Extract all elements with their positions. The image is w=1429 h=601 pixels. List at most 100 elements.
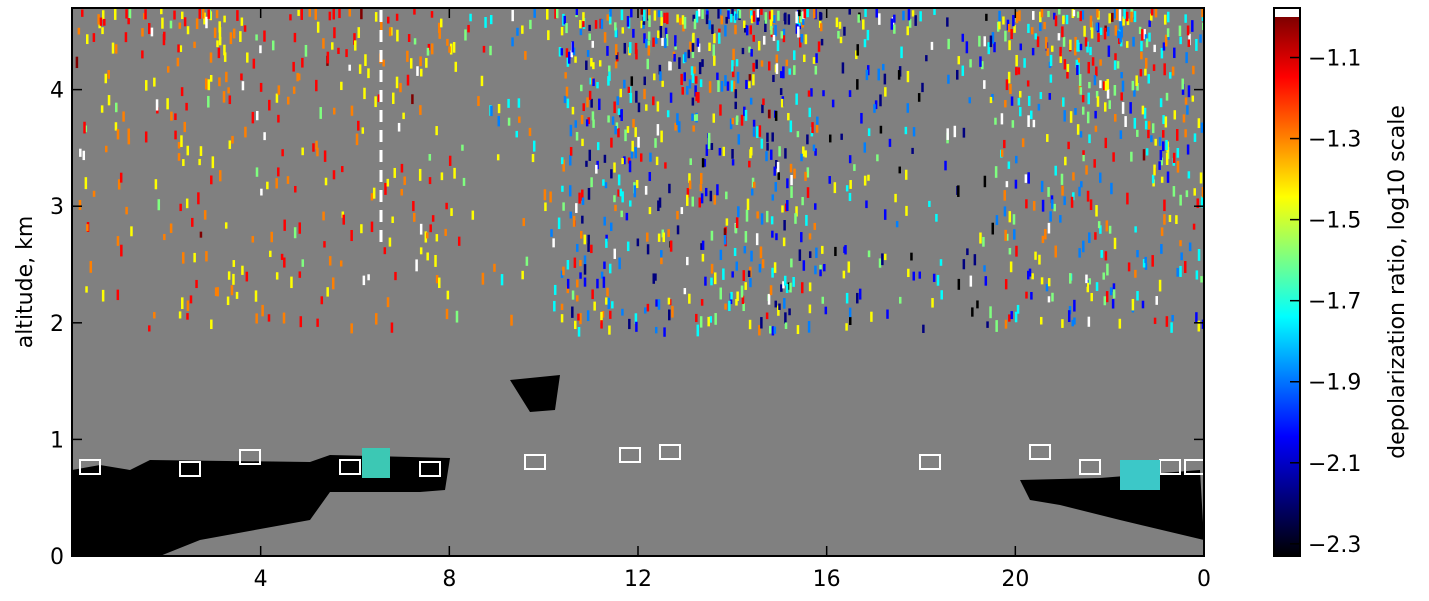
raster-speck	[774, 181, 778, 192]
raster-speck	[608, 263, 612, 274]
raster-speck	[235, 291, 239, 299]
raster-speck	[315, 140, 318, 150]
raster-speck	[1123, 8, 1126, 19]
raster-speck	[643, 76, 647, 86]
raster-speck	[693, 66, 696, 74]
raster-speck	[1178, 25, 1182, 37]
raster-speck	[332, 8, 336, 20]
raster-speck	[1082, 240, 1085, 253]
raster-speck	[867, 174, 870, 181]
raster-speck	[705, 14, 709, 25]
raster-speck	[592, 119, 595, 128]
raster-speck	[560, 314, 564, 323]
raster-speck	[686, 85, 689, 95]
raster-speck	[699, 172, 703, 185]
raster-speck	[634, 147, 637, 159]
raster-speck	[448, 155, 452, 166]
raster-speck	[995, 215, 999, 226]
raster-speck	[1168, 214, 1172, 222]
raster-speck	[767, 109, 771, 118]
raster-speck	[1047, 10, 1050, 18]
raster-speck	[752, 127, 756, 137]
raster-speck	[209, 52, 213, 63]
raster-speck	[176, 57, 180, 67]
raster-speck	[792, 276, 795, 287]
raster-speck	[604, 182, 608, 189]
raster-speck	[733, 11, 737, 23]
raster-speck	[1043, 22, 1046, 30]
colorbar-tick-label: −1.5	[1308, 209, 1361, 234]
raster-speck	[1075, 59, 1079, 68]
raster-speck	[1087, 92, 1090, 105]
raster-speck	[1063, 196, 1066, 206]
raster-speck	[668, 61, 671, 71]
raster-speck	[784, 148, 787, 159]
raster-speck	[649, 152, 652, 162]
raster-speck	[1099, 27, 1103, 36]
raster-speck	[730, 291, 733, 300]
raster-speck	[749, 149, 752, 159]
raster-speck	[979, 232, 982, 244]
raster-speck	[358, 64, 362, 74]
raster-speck	[181, 252, 185, 264]
raster-speck	[141, 28, 144, 37]
raster-speck	[1145, 148, 1149, 156]
raster-speck	[293, 32, 297, 43]
raster-speck	[925, 55, 928, 62]
raster-speck	[661, 37, 664, 46]
raster-speck	[591, 111, 595, 121]
raster-speck	[1158, 137, 1162, 146]
raster-speck	[969, 275, 973, 287]
raster-speck	[603, 261, 606, 269]
raster-speck	[370, 221, 374, 233]
raster-speck	[1066, 63, 1070, 73]
raster-speck	[1103, 296, 1107, 306]
raster-speck	[676, 210, 679, 220]
raster-speck	[666, 12, 669, 25]
raster-speck	[1027, 270, 1030, 280]
raster-speck	[218, 36, 222, 46]
raster-speck	[609, 8, 612, 17]
raster-speck	[517, 98, 521, 108]
raster-speck	[1090, 292, 1093, 302]
raster-speck	[723, 228, 727, 236]
raster-speck	[842, 270, 846, 279]
raster-speck	[603, 32, 607, 43]
raster-speck	[130, 226, 133, 237]
raster-speck	[1112, 152, 1115, 162]
raster-speck	[1182, 114, 1186, 123]
raster-speck	[1012, 214, 1016, 225]
raster-speck	[740, 114, 744, 126]
raster-speck	[1172, 152, 1176, 163]
raster-speck	[180, 87, 184, 97]
raster-speck	[1133, 11, 1137, 23]
raster-speck	[748, 46, 751, 53]
raster-speck	[193, 252, 196, 263]
raster-speck	[731, 60, 734, 72]
raster-speck	[603, 154, 607, 163]
raster-speck	[771, 230, 774, 238]
raster-speck	[1093, 75, 1097, 86]
raster-speck	[743, 246, 747, 254]
raster-speck	[1107, 26, 1110, 37]
raster-speck	[1066, 71, 1069, 79]
raster-speck	[724, 25, 727, 37]
raster-speck	[966, 248, 969, 256]
raster-speck	[847, 261, 851, 273]
raster-speck	[881, 253, 884, 266]
raster-speck	[382, 59, 385, 67]
raster-speck	[394, 271, 397, 281]
raster-speck	[511, 37, 514, 47]
raster-speck	[380, 21, 383, 31]
raster-speck	[150, 27, 154, 37]
raster-speck	[590, 177, 593, 188]
raster-speck	[815, 124, 819, 133]
raster-speck	[711, 24, 714, 34]
raster-speck	[252, 58, 256, 69]
y-axis-label: altitude, km	[13, 216, 38, 349]
raster-speck	[695, 114, 699, 121]
raster-speck	[583, 234, 586, 245]
raster-speck	[823, 263, 826, 272]
raster-speck	[1030, 27, 1034, 35]
raster-speck	[806, 187, 810, 198]
